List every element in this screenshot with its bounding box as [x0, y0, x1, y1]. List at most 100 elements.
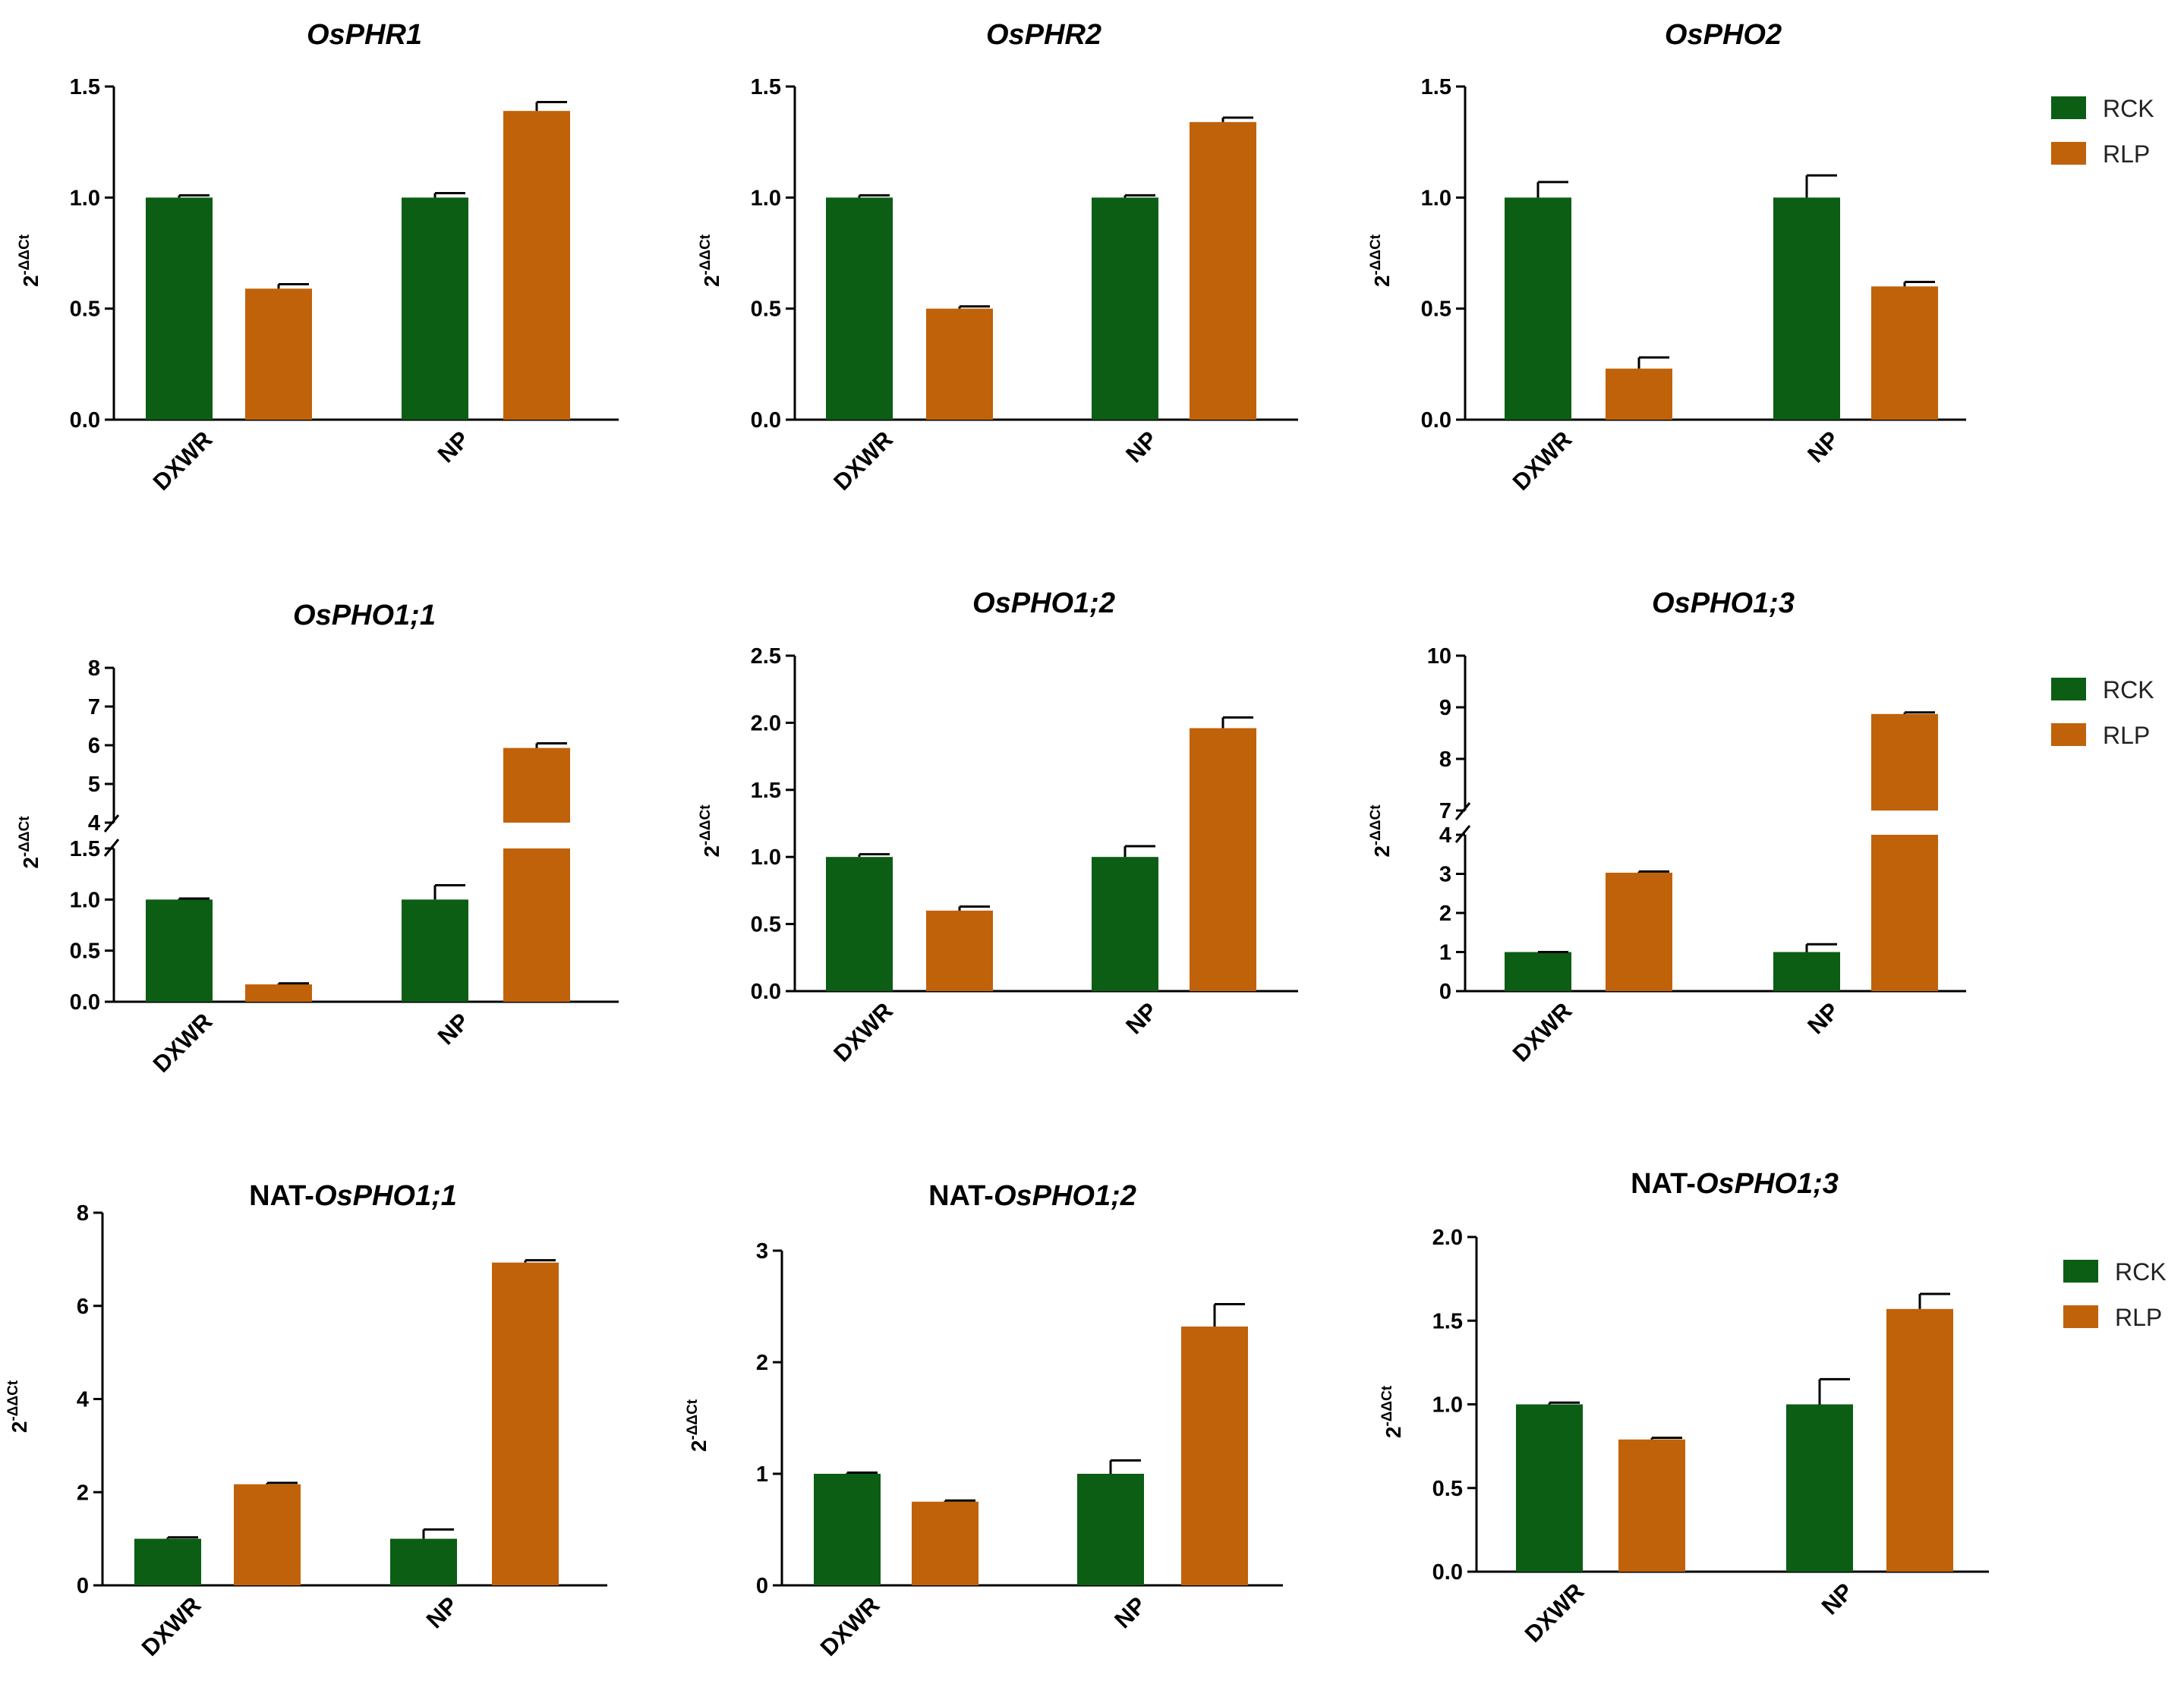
y-axis-label-base: 2 [700, 275, 723, 288]
y-tick-label: 2.0 [751, 711, 781, 735]
y-tick-label: 1 [1439, 941, 1451, 965]
legend-swatch-rck [2051, 96, 2086, 119]
y-tick-label: 6 [88, 734, 100, 758]
y-axis-label: 2-ΔΔCt [17, 816, 43, 869]
bar-rck-np[interactable] [1773, 197, 1840, 420]
y-tick-label: 6 [77, 1295, 89, 1319]
x-category-label: NP [433, 1008, 474, 1050]
legend-label-rck: RCK [2103, 95, 2154, 122]
legend-label-rck: RCK [2115, 1258, 2167, 1286]
bar-rlp-np[interactable] [1190, 728, 1256, 991]
chart-title: OsPHR1 [307, 19, 422, 51]
legend-label-rlp: RLP [2103, 722, 2150, 749]
chart-title: OsPHO2 [1665, 19, 1782, 51]
y-axis-label-superscript: -ΔΔCt [17, 234, 33, 275]
bar-rlp-np[interactable] [1871, 286, 1938, 420]
y-axis-label: 2-ΔΔCt [685, 1399, 711, 1452]
bar-rck-dxwr[interactable] [1516, 1404, 1583, 1572]
chart-title: NAT-OsPHO1;3 [1631, 1168, 1839, 1200]
bar-rck-np[interactable] [402, 197, 468, 420]
y-tick-label: 1.0 [751, 186, 781, 210]
chart-title-gene: OsPHO1;1 [314, 1180, 457, 1212]
y-tick-label: 7 [88, 695, 100, 719]
y-tick-label: 8 [77, 1201, 89, 1226]
y-tick-label: 8 [1439, 748, 1451, 772]
bar-rlp-dxwr[interactable] [234, 1484, 301, 1585]
x-category-label: DXWR [815, 1591, 885, 1661]
bar-rck-np[interactable] [1773, 952, 1840, 992]
bar-rck-np[interactable] [1092, 857, 1158, 991]
y-tick-label: 0.0 [70, 990, 100, 1015]
y-tick-label: 0 [756, 1574, 768, 1598]
bar-rlp-np-upper[interactable] [503, 748, 570, 823]
y-axis-label: 2-ΔΔCt [698, 804, 723, 858]
x-category-label: NP [1109, 1591, 1151, 1633]
bar-rck-dxwr[interactable] [146, 197, 213, 420]
bar-rck-dxwr[interactable] [1505, 197, 1571, 420]
bar-rlp-dxwr[interactable] [245, 984, 312, 1002]
bar-rck-np[interactable] [390, 1538, 457, 1585]
bar-rlp-dxwr[interactable] [926, 910, 993, 991]
y-tick-label: 1.5 [70, 75, 100, 99]
bar-rck-np[interactable] [1786, 1404, 1853, 1572]
bar-rlp-np[interactable] [1181, 1326, 1248, 1585]
chart-title-prefix: NAT- [1631, 1168, 1696, 1200]
y-tick-label: 2 [1439, 902, 1451, 926]
bar-rck-dxwr[interactable] [826, 197, 893, 420]
legend-swatch-rlp [2063, 1305, 2098, 1328]
bar-rlp-np[interactable] [1190, 121, 1256, 420]
y-axis-label-superscript: -ΔΔCt [685, 1399, 701, 1440]
y-tick-label: 0.0 [1421, 408, 1451, 433]
bar-rck-np[interactable] [1092, 197, 1158, 420]
bar-rck-dxwr[interactable] [826, 857, 893, 991]
chart-title-gene: OsPHR1 [307, 19, 422, 51]
chart-title-prefix: NAT- [249, 1180, 314, 1212]
y-axis-label-base: 2 [19, 857, 43, 869]
bar-rlp-np[interactable] [503, 111, 570, 420]
bar-rlp-dxwr[interactable] [1618, 1439, 1685, 1572]
bar-rck-np[interactable] [1077, 1474, 1144, 1585]
y-tick-label: 1.5 [1421, 75, 1451, 99]
y-tick-label: 1.0 [1421, 186, 1451, 210]
bar-rck-dxwr[interactable] [1505, 952, 1571, 992]
y-tick-label: 4 [1439, 823, 1451, 848]
bar-rck-np[interactable] [402, 899, 468, 1002]
y-tick-label: 8 [88, 656, 100, 681]
x-category-label: DXWR [148, 1008, 218, 1078]
y-tick-label: 0.5 [70, 940, 100, 964]
x-category-label: NP [1802, 426, 1844, 467]
y-tick-label: 1.0 [751, 845, 781, 870]
bar-rlp-dxwr[interactable] [245, 288, 312, 420]
y-axis-label-base: 2 [8, 1421, 31, 1434]
chart-title-gene: OsPHR2 [986, 19, 1101, 51]
chart-panel-3: OsPHO2 0.0 0.5 1.0 1.5 2-ΔΔCt DXWR NP [1368, 19, 1966, 496]
bar-rck-dxwr[interactable] [814, 1474, 881, 1585]
bar-rlp-np-lower[interactable] [503, 848, 570, 1002]
bar-rlp-np-lower[interactable] [1871, 835, 1938, 991]
bar-rck-dxwr[interactable] [146, 899, 213, 1002]
x-category-label: DXWR [828, 426, 898, 496]
chart-panel-2: OsPHR2 0.0 0.5 1.0 1.5 2-ΔΔCt DXWR NP [698, 19, 1298, 496]
legend-swatch-rlp [2051, 723, 2086, 746]
bar-rlp-dxwr[interactable] [926, 308, 993, 420]
bar-rlp-np[interactable] [492, 1262, 559, 1585]
bar-rlp-np-upper[interactable] [1871, 713, 1938, 811]
chart-title: OsPHO1;2 [972, 587, 1115, 619]
bar-rlp-dxwr[interactable] [912, 1501, 979, 1585]
chart-title: OsPHO1;3 [1652, 587, 1795, 619]
chart-panel-5: OsPHO1;2 0.0 0.5 1.0 1.5 2.0 2.5 2-ΔΔCt DXWR NP [698, 587, 1298, 1067]
bar-rlp-dxwr[interactable] [1606, 872, 1672, 991]
bar-rlp-np[interactable] [1886, 1308, 1953, 1572]
y-axis-label: 2-ΔΔCt [5, 1380, 31, 1433]
x-category-label: NP [1802, 997, 1844, 1039]
y-tick-label: 0.0 [70, 408, 100, 433]
y-tick-label: 2.0 [1432, 1226, 1463, 1250]
bar-rlp-dxwr[interactable] [1606, 368, 1672, 420]
y-axis-label-base: 2 [687, 1440, 711, 1453]
y-axis-label-base: 2 [1382, 1427, 1405, 1439]
chart-title-gene: OsPHO1;1 [293, 600, 436, 631]
y-tick-label: 3 [756, 1239, 768, 1264]
bar-rck-dxwr[interactable] [134, 1538, 201, 1585]
